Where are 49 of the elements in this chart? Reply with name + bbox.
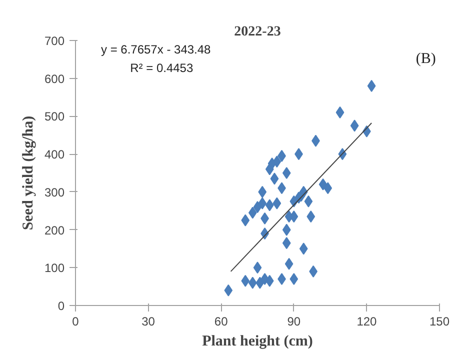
point (224, 284, 233, 296)
point (265, 199, 274, 212)
annotation: R² = 0.4453 (130, 60, 194, 75)
x-tick-label: 120 (356, 314, 378, 328)
point (282, 167, 291, 179)
point (248, 276, 257, 289)
point (306, 210, 316, 223)
y-tick-label: 200 (44, 223, 65, 238)
y-tick-label: 0 (58, 299, 65, 313)
point (270, 172, 279, 185)
y-tick-label: 400 (44, 148, 65, 162)
point (336, 106, 344, 118)
y-tick-label: 500 (44, 110, 65, 124)
point (282, 237, 291, 250)
point (367, 80, 376, 92)
y-tick-label: 300 (44, 185, 65, 200)
point (258, 186, 267, 198)
annotation: (B) (416, 51, 436, 67)
x-tick-label: 30 (142, 314, 156, 328)
y-tick-label: 100 (44, 261, 65, 276)
y-axis-title: Seed yield (kg/ha) (20, 116, 36, 230)
x-tick-label: 0 (72, 314, 80, 328)
point (241, 274, 250, 287)
x-tick-label: 150 (429, 314, 450, 328)
x-tick-label: 60 (214, 314, 228, 328)
y-tick-label: 700 (44, 34, 65, 48)
point (350, 120, 359, 132)
y-tick-label: 600 (44, 72, 65, 86)
point (241, 214, 250, 226)
point (304, 195, 313, 208)
point (282, 224, 291, 236)
chart-title: 2022-23 (234, 24, 281, 40)
point (284, 258, 294, 270)
annotation: y = 6.7657x - 343.48 (100, 42, 212, 56)
point (272, 156, 282, 168)
point (290, 273, 298, 285)
point (299, 242, 308, 255)
point (253, 262, 262, 274)
point (248, 206, 257, 219)
point (265, 274, 274, 287)
point (324, 182, 332, 194)
x-tick-label: 90 (287, 314, 301, 328)
point (256, 276, 264, 289)
point (272, 197, 282, 210)
point (318, 178, 328, 190)
point (258, 197, 267, 210)
point (253, 201, 262, 214)
point (278, 273, 286, 285)
x-axis-title: Plant height (cm) (202, 334, 313, 350)
